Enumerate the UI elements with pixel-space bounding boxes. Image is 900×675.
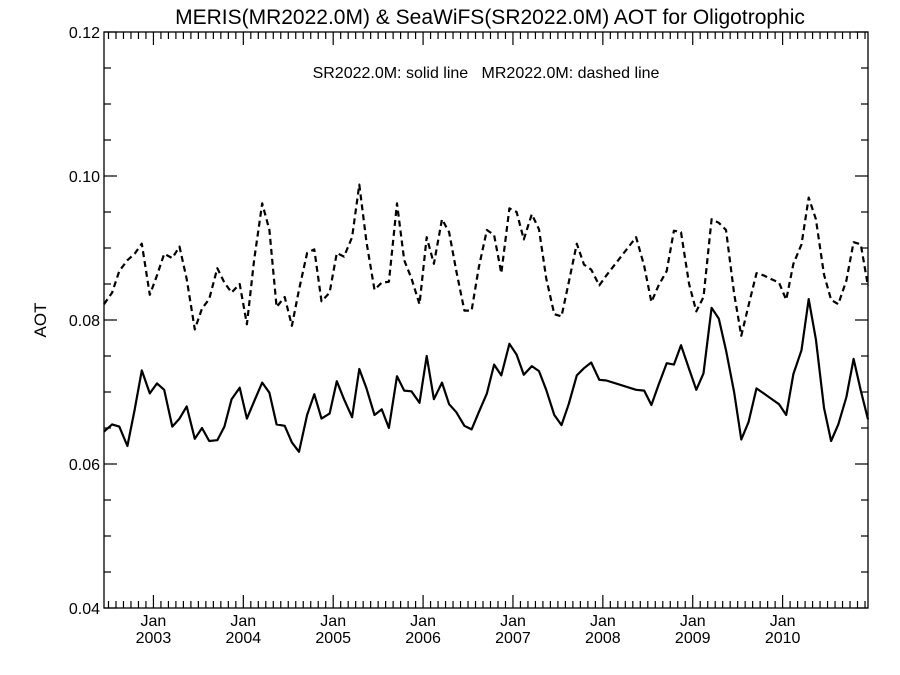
- y-axis-label: AOT: [31, 303, 50, 338]
- x-tick-month-label: Jan: [680, 613, 706, 630]
- x-tick-month-label: Jan: [770, 613, 796, 630]
- x-tick-month-label: Jan: [230, 613, 256, 630]
- series-style-legend: SR2022.0M: solid line MR2022.0M: dashed …: [313, 65, 660, 82]
- plot-frame: [103, 31, 869, 609]
- x-tick-year-label: 2006: [405, 630, 441, 647]
- series-line-sr2022-0m: [103, 298, 870, 453]
- x-tick-year-label: 2007: [495, 630, 531, 647]
- y-tick-label: 0.12: [69, 25, 100, 42]
- x-tick-year-label: 2009: [675, 630, 711, 647]
- y-tick-label: 0.04: [69, 601, 100, 618]
- x-tick-month-label: Jan: [410, 613, 436, 630]
- x-tick-year-label: 2005: [315, 630, 351, 647]
- y-tick-label: 0.06: [69, 457, 100, 474]
- x-tick-month-label: Jan: [500, 613, 526, 630]
- x-tick-year-label: 2008: [585, 630, 621, 647]
- x-tick-month-label: Jan: [141, 613, 167, 630]
- y-tick-label: 0.10: [69, 169, 100, 186]
- x-tick-year-label: 2004: [226, 630, 262, 647]
- x-tick-month-label: Jan: [590, 613, 616, 630]
- series-line-mr2022-0m: [103, 183, 870, 337]
- x-axis-ticks: Jan2003Jan2004Jan2005Jan2006Jan2007Jan20…: [107, 32, 866, 647]
- chart-title: MERIS(MR2022.0M) & SeaWiFS(SR2022.0M) AO…: [175, 6, 805, 29]
- series-lines: [103, 183, 870, 453]
- x-tick-month-label: Jan: [320, 613, 346, 630]
- x-tick-year-label: 2010: [765, 630, 801, 647]
- y-tick-label: 0.08: [69, 313, 100, 330]
- y-axis-ticks: 0.04 0.06 0.08 0.10 0.12: [69, 25, 868, 618]
- x-tick-year-label: 2003: [136, 630, 172, 647]
